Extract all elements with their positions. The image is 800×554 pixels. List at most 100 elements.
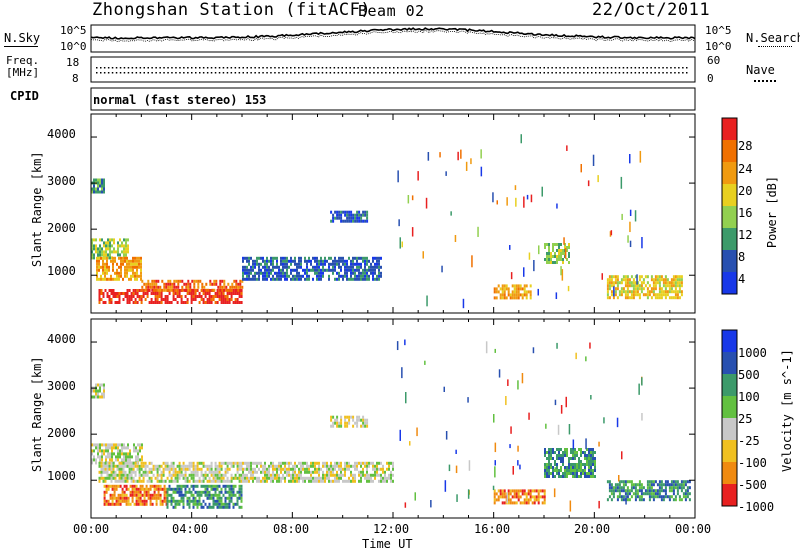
freq-dot: [262, 67, 264, 69]
heatmap-cell-r2: [118, 467, 121, 471]
heatmap-cell-r7: [501, 287, 504, 291]
heatmap-cell-r7: [501, 492, 504, 496]
heatmap-cell-r4: [172, 499, 175, 503]
freq-dot: [301, 67, 304, 69]
nave-dot: [642, 72, 644, 74]
heatmap-cell-r7: [521, 492, 524, 496]
heatmap-cell-r7: [493, 492, 496, 496]
heatmap-cell-r7: [517, 489, 520, 493]
nave-dot: [294, 72, 296, 74]
heatmap-cell-r3: [172, 295, 175, 298]
heatmap-cell-r4: [170, 499, 173, 503]
heatmap-cell-r4: [182, 484, 185, 488]
heatmap-cell-r9: [632, 486, 635, 490]
heatmap-cell-r3: [208, 301, 211, 304]
heatmap-cell-r9: [664, 293, 667, 297]
nave-dot: [96, 72, 98, 74]
heatmap-cell-r4: [239, 285, 242, 289]
heatmap-cell-r5: [378, 467, 380, 471]
heatmap-cell-r4: [202, 490, 205, 494]
heatmap-cell-r3: [192, 298, 195, 301]
heatmap-cell-r1: [111, 250, 113, 254]
heatmap-speckle: [603, 417, 605, 424]
heatmap-speckle: [467, 489, 470, 499]
heatmap-cell-r0: [101, 187, 103, 191]
heatmap-cell-r2: [194, 479, 197, 483]
freq-dot: [432, 67, 435, 69]
heatmap-cell-r6: [340, 415, 343, 419]
heatmap-speckle: [597, 175, 599, 183]
heatmap-cell-r5: [278, 277, 280, 281]
heatmap-speckle: [517, 445, 519, 452]
heatmap-cell-r3: [164, 295, 167, 298]
heatmap-cell-r6: [330, 424, 333, 428]
heatmap-cell-r5: [306, 470, 308, 474]
heatmap-cell-r3: [218, 298, 221, 301]
heatmap-cell-r8: [578, 463, 580, 466]
heatmap-cell-r2: [140, 277, 142, 281]
heatmap-cell-r7: [503, 284, 506, 288]
heatmap-cell-r4: [186, 496, 189, 500]
heatmap-cell-r6: [332, 213, 335, 217]
heatmap-cell-r4: [184, 484, 187, 488]
heatmap-cell-r1: [93, 256, 95, 260]
heatmap-cell-r8: [592, 448, 594, 451]
heatmap-cell-r3: [176, 289, 179, 292]
heatmap-cell-r3: [198, 295, 201, 298]
heatmap-cell-r1: [105, 443, 107, 447]
heatmap-cell-r1: [121, 449, 123, 453]
heatmap-cell-r0: [101, 184, 103, 188]
heatmap-cell-r9: [628, 281, 631, 285]
heatmap-cell-r8: [564, 451, 566, 454]
heatmap-cell-r9: [684, 480, 687, 484]
heatmap-cell-r4: [240, 487, 243, 491]
heatmap-cell-r4: [173, 279, 176, 283]
nave-dot: [452, 72, 454, 74]
heatmap-cell-r4: [172, 487, 175, 491]
heatmap-cell-r2: [138, 262, 140, 266]
heatmap-cell-r5: [350, 464, 352, 468]
heatmap-cell-r2: [188, 461, 191, 465]
heatmap-cell-r3: [163, 484, 166, 488]
heatmap-cell-r6: [336, 424, 339, 428]
heatmap-cell-r8: [552, 243, 554, 246]
heatmap-speckle: [411, 227, 414, 237]
heatmap-cell-r7: [501, 489, 504, 493]
nave-dot: [563, 72, 565, 74]
heatmap-cell-r8: [576, 463, 578, 466]
heatmap-cell-r3: [115, 496, 118, 500]
heatmap-cell-r2: [120, 256, 122, 260]
heatmap-cell-r2: [128, 470, 131, 474]
heatmap-cell-r9: [686, 480, 689, 484]
heatmap-cell-r2: [170, 461, 173, 465]
heatmap-cell-r4: [167, 282, 170, 286]
freq-dot: [428, 67, 431, 69]
heatmap-cell-r5: [316, 268, 318, 272]
heatmap-cell-r1: [125, 238, 127, 242]
heatmap-cell-r9: [608, 483, 611, 487]
heatmap-cell-r5: [364, 277, 366, 281]
heatmap-cell-r2: [128, 461, 131, 465]
heatmap-cell-r1: [127, 247, 129, 251]
heatmap-cell-r8: [562, 261, 564, 264]
heatmap-cell-r5: [246, 277, 248, 281]
heatmap-cell-r2: [150, 467, 153, 471]
heatmap-cell-r8: [556, 472, 558, 475]
heatmap-cell-r4: [176, 484, 179, 488]
nave-dot: [127, 72, 130, 74]
heatmap-cell-r6: [358, 210, 361, 214]
heatmap-cell-r5: [374, 271, 376, 275]
heatmap-cell-r9: [634, 498, 637, 502]
heatmap-cell-r3: [119, 499, 122, 503]
heatmap-cell-r3: [133, 502, 136, 506]
heatmap-cell-r4: [234, 493, 237, 497]
heatmap-cell-r7: [513, 290, 516, 294]
heatmap-cell-r2: [104, 479, 107, 483]
heatmap-cell-r3: [222, 295, 225, 298]
heatmap-cell-r3: [186, 301, 189, 304]
heatmap-cell-r9: [630, 275, 633, 279]
heatmap-speckle: [494, 442, 497, 453]
heatmap-speckle: [621, 213, 623, 220]
heatmap-cell-r5: [282, 262, 284, 266]
heatmap-cell-r5: [342, 467, 344, 471]
